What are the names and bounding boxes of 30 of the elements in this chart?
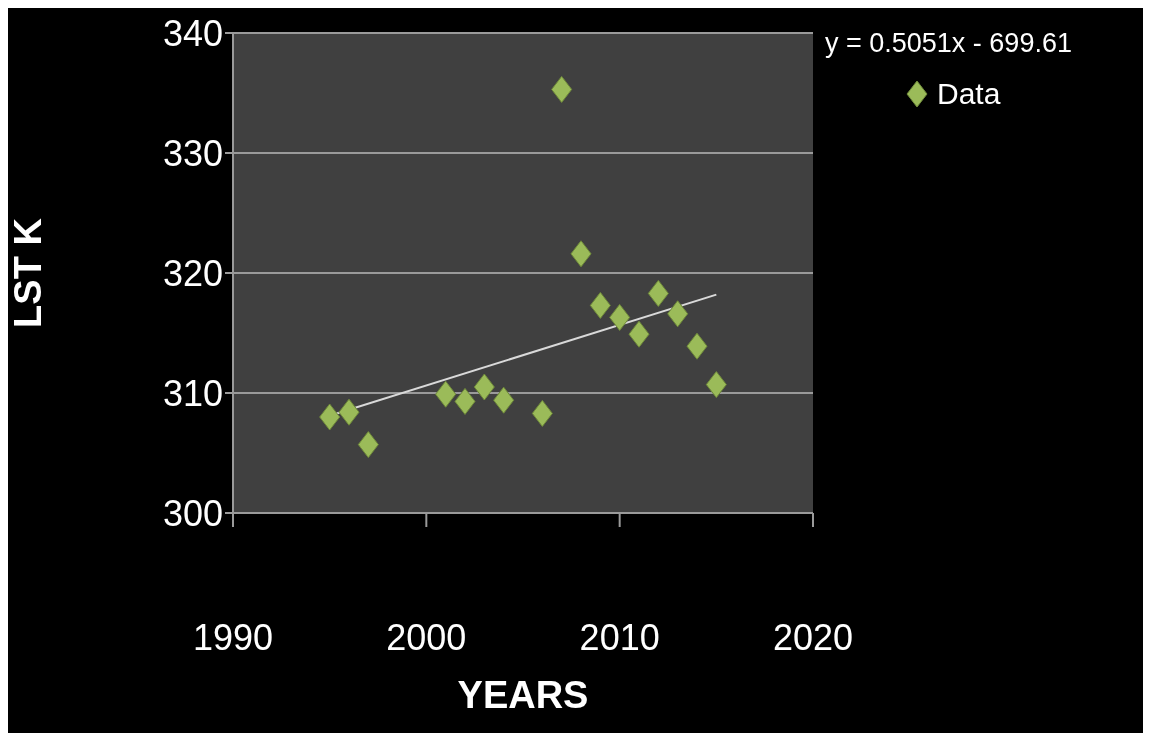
y-tick-label: 330 <box>162 132 223 174</box>
point <box>551 75 573 103</box>
point <box>454 387 476 415</box>
point <box>473 373 495 401</box>
point <box>570 240 592 268</box>
point <box>628 320 650 348</box>
point <box>531 399 553 427</box>
y-tick-label: 310 <box>162 372 223 414</box>
point <box>686 332 708 360</box>
point <box>435 380 457 408</box>
point <box>493 386 515 414</box>
y-tick-label: 340 <box>162 12 223 54</box>
y-tick-label: 320 <box>162 252 223 294</box>
y-axis-title: LST K <box>7 217 50 328</box>
text: y = 0.5051x - 699.61 <box>825 28 1073 59</box>
point <box>319 403 341 431</box>
x-tick-label: 1990 <box>192 616 274 658</box>
point <box>338 398 360 426</box>
point <box>357 431 379 459</box>
point <box>705 371 727 399</box>
legend-label: Data <box>937 77 1001 111</box>
x-tick-label: 2000 <box>386 616 467 658</box>
point <box>609 303 631 331</box>
point <box>589 291 611 319</box>
x-axis-title: YEARS <box>457 674 589 716</box>
point <box>647 279 669 307</box>
y-tick-label: 300 <box>162 492 223 534</box>
x-tick-label: 2020 <box>772 616 854 658</box>
x-tick-label: 2010 <box>579 616 660 658</box>
point <box>667 300 689 328</box>
